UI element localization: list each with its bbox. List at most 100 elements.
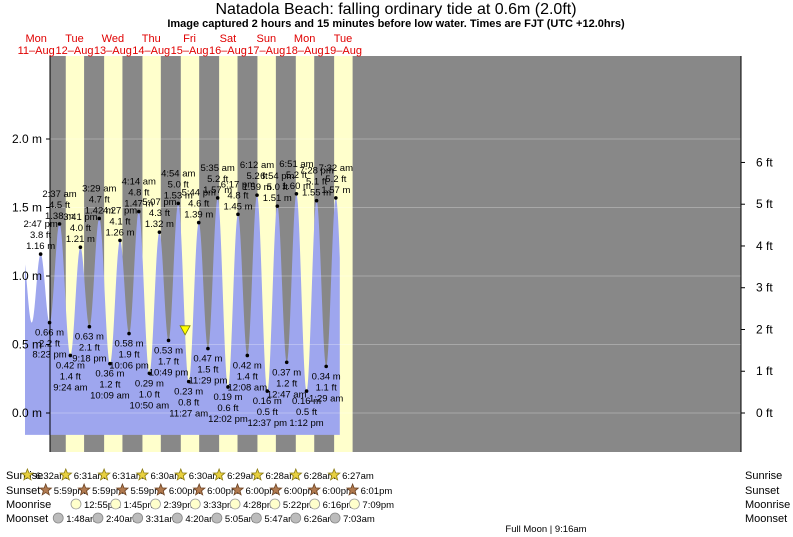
sunset-entry: 6:00pm bbox=[192, 482, 239, 497]
sunrise-entry: 6:29am bbox=[212, 467, 259, 482]
tide-height-ft: 1.4 ft bbox=[237, 371, 258, 382]
tide-time: 6:17 pm bbox=[221, 179, 255, 190]
sunrise-time: 6:28am bbox=[304, 471, 336, 482]
sunset-entry: 6:00pm bbox=[154, 482, 201, 497]
moonrise-time: 12:55pm bbox=[84, 500, 121, 511]
moonrise-time: 5:22pm bbox=[283, 500, 315, 511]
tide-height-m: 1.32 m bbox=[145, 219, 174, 230]
tide-time: 7:32 am bbox=[319, 163, 353, 174]
current-tide-arrow bbox=[179, 325, 191, 336]
moonrise-entry: 1:45pm bbox=[110, 498, 155, 511]
tide-height-ft: 1.0 ft bbox=[139, 389, 160, 400]
sunset-icon bbox=[230, 482, 245, 496]
tide-time: 10:49 pm bbox=[149, 367, 189, 378]
tide-height-ft: 4.6 ft bbox=[188, 199, 209, 210]
tide-height-m: 0.23 m bbox=[174, 386, 203, 397]
tide-time: 10:09 am bbox=[90, 391, 130, 402]
tide-point bbox=[304, 389, 309, 393]
high-tide-label: 6:51 am5.2 ft1.60 m bbox=[279, 159, 314, 196]
sunrise-icon bbox=[289, 467, 303, 481]
sunset-label-left: Sunset bbox=[6, 485, 40, 497]
tide-height-ft: 5.0 ft bbox=[267, 182, 288, 193]
current-tide-marker bbox=[179, 325, 191, 336]
tide-point bbox=[255, 193, 259, 197]
moonrise-icon bbox=[70, 498, 82, 510]
moonrise-entry: 4:28pm bbox=[229, 498, 275, 511]
high-tide-label: 5:35 am5.2 ft1.57 m bbox=[201, 163, 235, 200]
y-tick-label-m: 0.0 m bbox=[12, 406, 42, 420]
high-tide-label: 6:17 pm4.8 ft1.45 m bbox=[221, 179, 255, 217]
tide-height-ft: 1.2 ft bbox=[99, 380, 120, 391]
tide-time: 4:14 am bbox=[122, 177, 156, 188]
tide-height-m: 0.42 m bbox=[233, 360, 262, 371]
tide-height-ft: 1.2 ft bbox=[276, 378, 297, 389]
tide-water-area bbox=[25, 193, 340, 435]
tide-height-m: 1.59 m bbox=[242, 182, 271, 193]
moonset-entry: 4:20am bbox=[171, 512, 217, 525]
high-tide-label: 5:07 pm4.3 ft1.32 m bbox=[142, 197, 177, 234]
sunset-time: 6:01pm bbox=[361, 486, 393, 497]
moonrise-time: 4:28pm bbox=[243, 500, 275, 511]
day-of-week: Sat bbox=[220, 33, 237, 45]
day-date: 16–Aug bbox=[209, 45, 247, 57]
tide-point bbox=[137, 209, 141, 214]
tide-point bbox=[275, 204, 280, 208]
tide-height-m: 0.36 m bbox=[95, 369, 124, 380]
sunrise-time: 6:31am bbox=[112, 471, 144, 482]
day-of-week: Fri bbox=[183, 33, 196, 45]
tide-height-m: 0.42 m bbox=[56, 360, 85, 371]
tide-height-m: 1.47 m bbox=[124, 199, 153, 210]
tide-height-m: 0.34 m bbox=[312, 371, 341, 382]
sunrise-entry: 6:28am bbox=[289, 467, 336, 482]
moonset-time: 6:26am bbox=[304, 514, 336, 525]
moonset-time: 7:03am bbox=[343, 514, 375, 525]
tide-time: 12:02 pm bbox=[208, 414, 248, 425]
moonset-time: 1:48am bbox=[66, 514, 98, 525]
tide-time: 8:23 pm bbox=[32, 350, 66, 361]
sunset-entry: 6:00pm bbox=[307, 482, 354, 497]
sunset-icon bbox=[77, 482, 91, 496]
tide-point bbox=[166, 338, 171, 343]
moonrise-icon bbox=[269, 498, 281, 510]
full-moon-label: Full Moon | 9:16am bbox=[505, 524, 586, 535]
sunrise-icon bbox=[59, 467, 73, 481]
tide-point bbox=[334, 196, 338, 200]
high-tide-label: 3:41 pm4.0 ft1.21 m bbox=[63, 212, 98, 250]
moonrise-time: 6:16pm bbox=[323, 500, 355, 511]
day-date: 14–Aug bbox=[132, 45, 170, 57]
low-tide-label: 0.66 m2.2 ft8:23 pm bbox=[32, 320, 67, 361]
high-tide-label: 2:37 am4.5 ft1.38 m bbox=[42, 189, 77, 226]
moonrise-time: 3:33pm bbox=[203, 500, 235, 511]
moonrise-entry: 2:39pm bbox=[150, 498, 195, 511]
day-of-week: Tue bbox=[334, 33, 353, 45]
sunset-icon bbox=[269, 482, 283, 496]
tide-height-m: 1.21 m bbox=[66, 234, 95, 245]
moonset-icon bbox=[211, 512, 223, 524]
sunrise-icon bbox=[174, 467, 188, 481]
tide-height-m: 0.47 m bbox=[193, 354, 222, 365]
moonset-icon bbox=[132, 512, 144, 524]
tide-point bbox=[97, 216, 102, 221]
tide-height-ft: 1.7 ft bbox=[158, 356, 179, 367]
day-of-week: Mon bbox=[25, 33, 46, 45]
tide-height-ft: 1.4 ft bbox=[60, 371, 81, 382]
sunset-icon bbox=[38, 482, 53, 496]
tide-height-m: 1.55 m bbox=[302, 188, 331, 199]
high-tide-label: 2:47 pm3.8 ft1.16 m bbox=[23, 219, 58, 256]
tide-point bbox=[236, 212, 240, 217]
tide-height-m: 0.66 m bbox=[35, 328, 64, 339]
high-tide-label: 7:32 am5.2 ft1.57 m bbox=[319, 163, 353, 200]
sunrise-icon bbox=[97, 467, 111, 481]
sunset-time: 5:59pm bbox=[130, 486, 162, 497]
tide-height-m: 1.53 m bbox=[164, 190, 193, 201]
sunset-entry: 5:59pm bbox=[38, 482, 86, 497]
day-date: 15–Aug bbox=[171, 45, 209, 57]
sunrise-icon bbox=[20, 467, 35, 481]
y-tick-label-m: 2.0 m bbox=[12, 132, 42, 146]
moonset-icon bbox=[329, 512, 341, 524]
tide-point bbox=[226, 385, 230, 389]
y-tick-label-ft: 5 ft bbox=[756, 197, 773, 211]
